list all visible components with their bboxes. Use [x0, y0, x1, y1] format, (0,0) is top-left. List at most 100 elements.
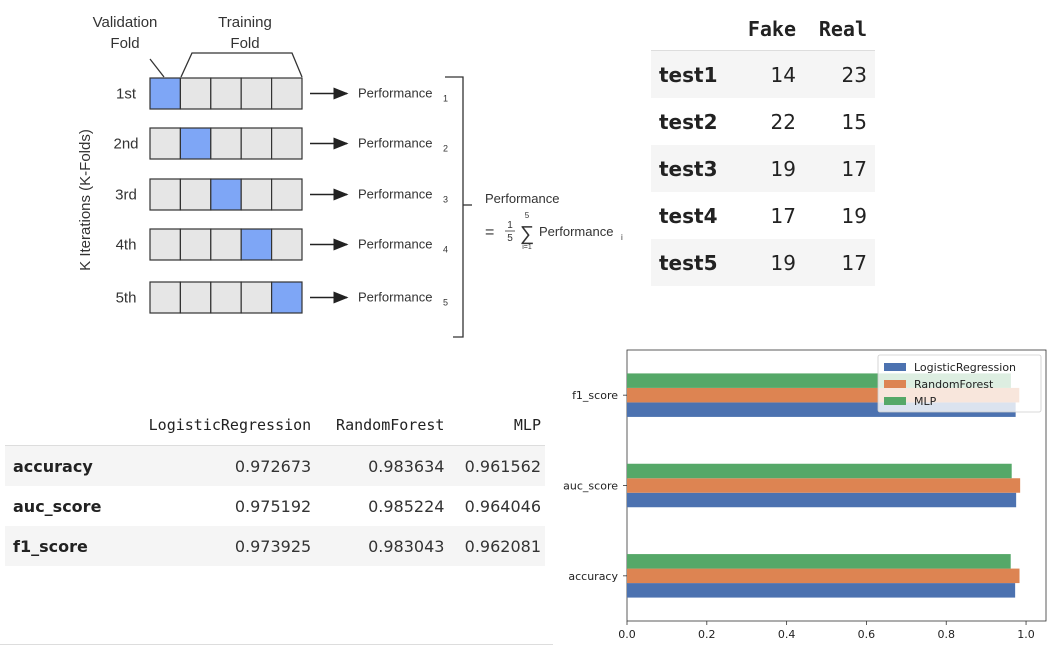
validation-fold-label: Validation Fold [93, 14, 158, 52]
performance-subscript: 3 [443, 195, 448, 205]
training-fold-cell [240, 178, 273, 211]
svg-text:Validation: Validation [93, 14, 158, 31]
performance-subscript: 5 [443, 298, 448, 308]
table-row: auc_score 0.975192 0.985224 0.964046 [5, 486, 545, 526]
training-fold-cell [149, 281, 181, 314]
column-header-fake: Fake [733, 8, 804, 51]
bar [627, 568, 1020, 584]
x-tick-label: 1.0 [1017, 628, 1035, 641]
iteration-label: 5th [116, 290, 137, 307]
cell-random-forest: 0.983043 [368, 536, 445, 556]
training-fold-cell [271, 127, 303, 160]
svg-text:Fold: Fold [110, 35, 139, 52]
legend-label: RandomForest [914, 378, 994, 391]
training-fold-cell [149, 127, 181, 160]
kfold-iteration-row: 5th Performance 5 [116, 281, 448, 314]
cell-fake: 22 [770, 109, 796, 134]
table-row: accuracy 0.972673 0.983634 0.961562 [5, 445, 545, 486]
training-fold-cell [271, 77, 303, 110]
svg-text:∑: ∑ [520, 223, 534, 245]
kfold-diagram: Validation Fold Training Fold K Iteratio… [77, 14, 623, 338]
cell-mlp: 0.964046 [464, 496, 541, 516]
row-index-header [5, 405, 120, 446]
kfold-iteration-row: 4th Performance 4 [116, 228, 448, 261]
table-row: f1_score 0.973925 0.983043 0.962081 [5, 526, 545, 566]
row-label: test1 [659, 62, 718, 87]
column-header-random-forest: RandomForest [315, 405, 449, 446]
row-label: auc_score [13, 496, 102, 516]
training-fold-cell [271, 178, 303, 211]
fake-real-counts-table: Fake Real test1 14 23 test2 22 15 test3 19 17 … [651, 8, 875, 286]
cell-mlp: 0.961562 [464, 456, 541, 476]
performance-subscript: 1 [443, 94, 448, 104]
cell-random-forest: 0.983634 [368, 456, 445, 476]
svg-text:=: = [485, 224, 494, 241]
performance-label: Performance [358, 136, 432, 151]
row-index-header [651, 8, 733, 51]
bar-group [627, 373, 1021, 598]
bar [627, 583, 1016, 598]
cell-real: 19 [841, 203, 867, 228]
column-header-logistic-regression: LogisticRegression [119, 405, 316, 446]
table-row: test1 14 23 [651, 50, 875, 98]
bar [627, 554, 1011, 569]
training-fold-label: Training Fold [218, 14, 272, 52]
bar [627, 478, 1021, 493]
iteration-label: 2nd [113, 136, 138, 153]
training-fold-cell [210, 127, 242, 160]
svg-text:5: 5 [507, 233, 513, 244]
training-fold-cell [179, 228, 212, 261]
validation-pointer [149, 58, 165, 78]
svg-text:Fold: Fold [230, 35, 259, 52]
iteration-label: 3rd [115, 187, 137, 204]
svg-text:Performance: Performance [485, 191, 559, 206]
svg-text:5: 5 [525, 211, 530, 220]
row-label: test4 [659, 203, 718, 228]
cell-real: 23 [841, 62, 867, 87]
bar [627, 492, 1017, 508]
performance-label: Performance [358, 187, 432, 202]
cell-fake: 17 [770, 203, 796, 228]
validation-fold-cell [210, 178, 242, 211]
row-label: test3 [659, 156, 718, 181]
x-tick-label: 0.0 [618, 628, 636, 641]
cell-logistic-regression: 0.975192 [234, 496, 312, 516]
performance-formula: Performance = 1 5 5 ∑ i=1 Performance i [485, 191, 623, 251]
validation-fold-cell [179, 127, 212, 160]
legend-label: MLP [914, 395, 937, 408]
legend-swatch [884, 363, 906, 371]
table-row: test2 22 15 [651, 98, 875, 145]
training-fold-cell [149, 178, 181, 211]
table-header-row: LogisticRegression RandomForest MLP [5, 405, 545, 446]
training-fold-cell [179, 281, 212, 314]
iteration-label: 1st [116, 86, 137, 103]
x-tick-label: 0.6 [858, 628, 876, 641]
training-fold-cell [271, 228, 303, 261]
iteration-label: 4th [116, 237, 137, 254]
cell-logistic-regression: 0.972673 [234, 456, 312, 476]
performance-subscript: 4 [443, 245, 448, 255]
training-fold-cell [179, 178, 212, 211]
svg-text:i: i [621, 233, 623, 242]
training-fold-cell [240, 127, 273, 160]
performance-label: Performance [358, 290, 432, 305]
chart-legend: LogisticRegression RandomForest MLP [877, 354, 1042, 413]
cell-real: 17 [841, 156, 867, 181]
y-tick-label: f1_score [572, 389, 618, 402]
kfold-y-axis-label: K Iterations (K-Folds) [77, 129, 94, 271]
kfold-iteration-row: 3rd Performance 3 [115, 178, 448, 211]
row-label: test5 [659, 250, 718, 275]
kfold-iteration-row: 1st Performance 1 [116, 77, 448, 110]
x-axis-ticks: 0.0 0.2 0.4 0.6 0.8 1.0 [618, 621, 1035, 641]
x-tick-label: 0.8 [937, 628, 955, 641]
table-header-row: Fake Real [651, 8, 875, 51]
legend-swatch [884, 397, 906, 405]
y-axis-ticks: accuracy auc_score f1_score [563, 389, 627, 583]
performance-label: Performance [358, 237, 432, 252]
validation-fold-cell [149, 77, 181, 110]
cell-mlp: 0.962081 [464, 536, 541, 556]
row-label: test2 [659, 109, 718, 134]
validation-fold-cell [271, 281, 303, 314]
bar [627, 463, 1012, 479]
